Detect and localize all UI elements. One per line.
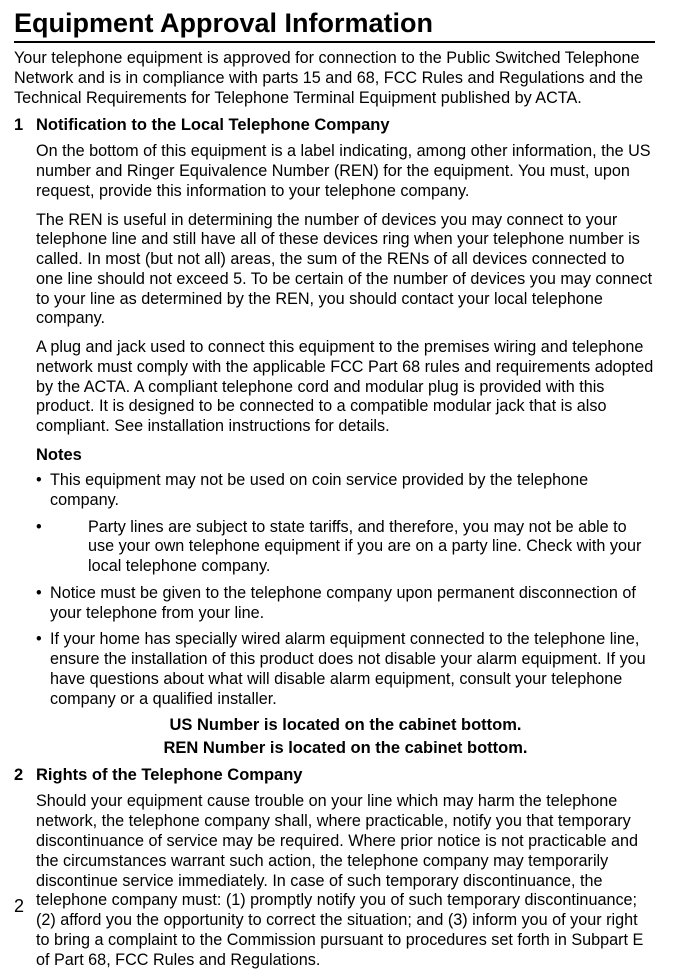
- section-1-para-3: A plug and jack used to connect this equ…: [36, 338, 655, 437]
- ren-number-note: REN Number is located on the cabinet bot…: [36, 739, 655, 758]
- bullet-mark: •: [36, 630, 50, 709]
- section-1: 1 Notification to the Local Telephone Co…: [14, 116, 655, 762]
- us-number-note: US Number is located on the cabinet bott…: [36, 716, 655, 735]
- bullet-mark: •: [36, 471, 50, 511]
- bullet-1-text: This equipment may not be used on coin s…: [50, 471, 655, 511]
- section-2-body: Rights of the Telephone Company Should y…: [36, 766, 655, 979]
- bullet-4-text: If your home has specially wired alarm e…: [50, 630, 655, 709]
- section-2-heading: Rights of the Telephone Company: [36, 766, 655, 785]
- section-1-para-2: The REN is useful in determining the num…: [36, 211, 655, 330]
- section-2: 2 Rights of the Telephone Company Should…: [14, 766, 655, 979]
- section-2-para-1: Should your equipment cause trouble on y…: [36, 792, 655, 970]
- intro-paragraph: Your telephone equipment is approved for…: [14, 49, 655, 108]
- notes-label: Notes: [36, 446, 655, 465]
- bullet-2: • Party lines are subject to state tarif…: [36, 518, 655, 577]
- bullet-2-text: Party lines are subject to state tariffs…: [88, 518, 655, 577]
- bullet-4: • If your home has specially wired alarm…: [36, 630, 655, 709]
- bullet-3: • Notice must be given to the telephone …: [36, 584, 655, 624]
- section-2-number: 2: [14, 766, 36, 979]
- section-1-heading: Notification to the Local Telephone Comp…: [36, 116, 655, 135]
- section-1-body: Notification to the Local Telephone Comp…: [36, 116, 655, 762]
- bullet-mark: •: [36, 518, 88, 577]
- section-1-para-1: On the bottom of this equipment is a lab…: [36, 142, 655, 201]
- bullet-mark: •: [36, 584, 50, 624]
- page-title: Equipment Approval Information: [14, 8, 655, 43]
- bullet-3-text: Notice must be given to the telephone co…: [50, 584, 655, 624]
- bullet-1: • This equipment may not be used on coin…: [36, 471, 655, 511]
- page-number: 2: [14, 896, 24, 917]
- section-1-number: 1: [14, 116, 36, 762]
